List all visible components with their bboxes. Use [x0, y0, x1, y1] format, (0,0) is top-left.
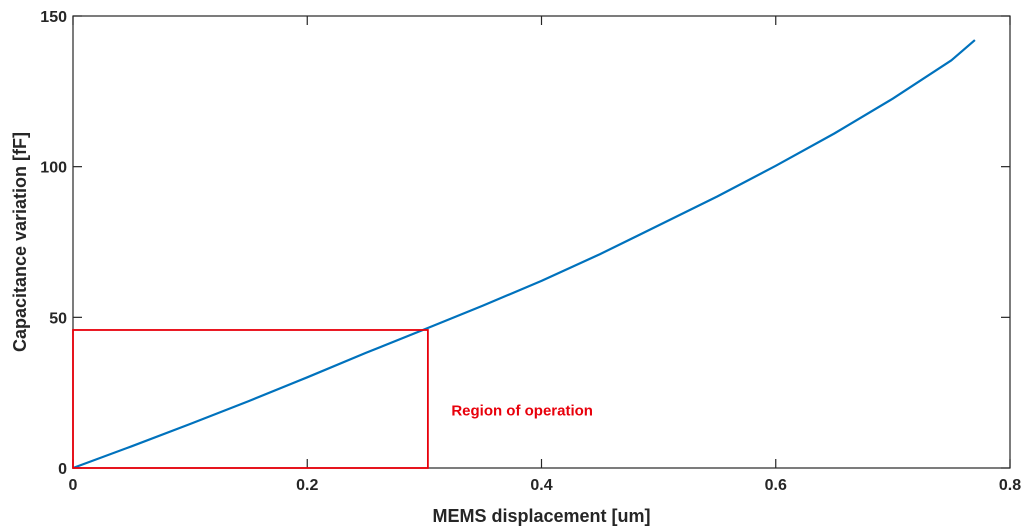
region-of-operation-label: Region of operation	[451, 402, 593, 419]
axes-box	[72, 15, 1011, 469]
annotations: Region of operation	[72, 329, 593, 469]
x-tick-label: 0.8	[999, 477, 1021, 494]
series-layer	[72, 39, 976, 470]
y-tick-label: 150	[40, 9, 67, 26]
region-of-operation-box	[72, 329, 429, 469]
y-tick-label: 100	[40, 160, 67, 177]
x-tick-label: 0	[69, 477, 78, 494]
x-axis-title: MEMS displacement [um]	[432, 506, 650, 526]
series-line	[72, 39, 976, 470]
ticks: 0 0.2 0.4 0.6 0.8 0 50 100 150	[40, 9, 1021, 494]
y-tick-label: 0	[58, 461, 67, 478]
plot-area	[72, 15, 1011, 469]
x-tick-label: 0.4	[530, 477, 552, 494]
y-tick-label: 50	[49, 310, 67, 327]
x-tick-label: 0.2	[296, 477, 318, 494]
y-axis-title: Capacitance variation [fF]	[10, 132, 30, 352]
x-tick-label: 0.6	[765, 477, 787, 494]
